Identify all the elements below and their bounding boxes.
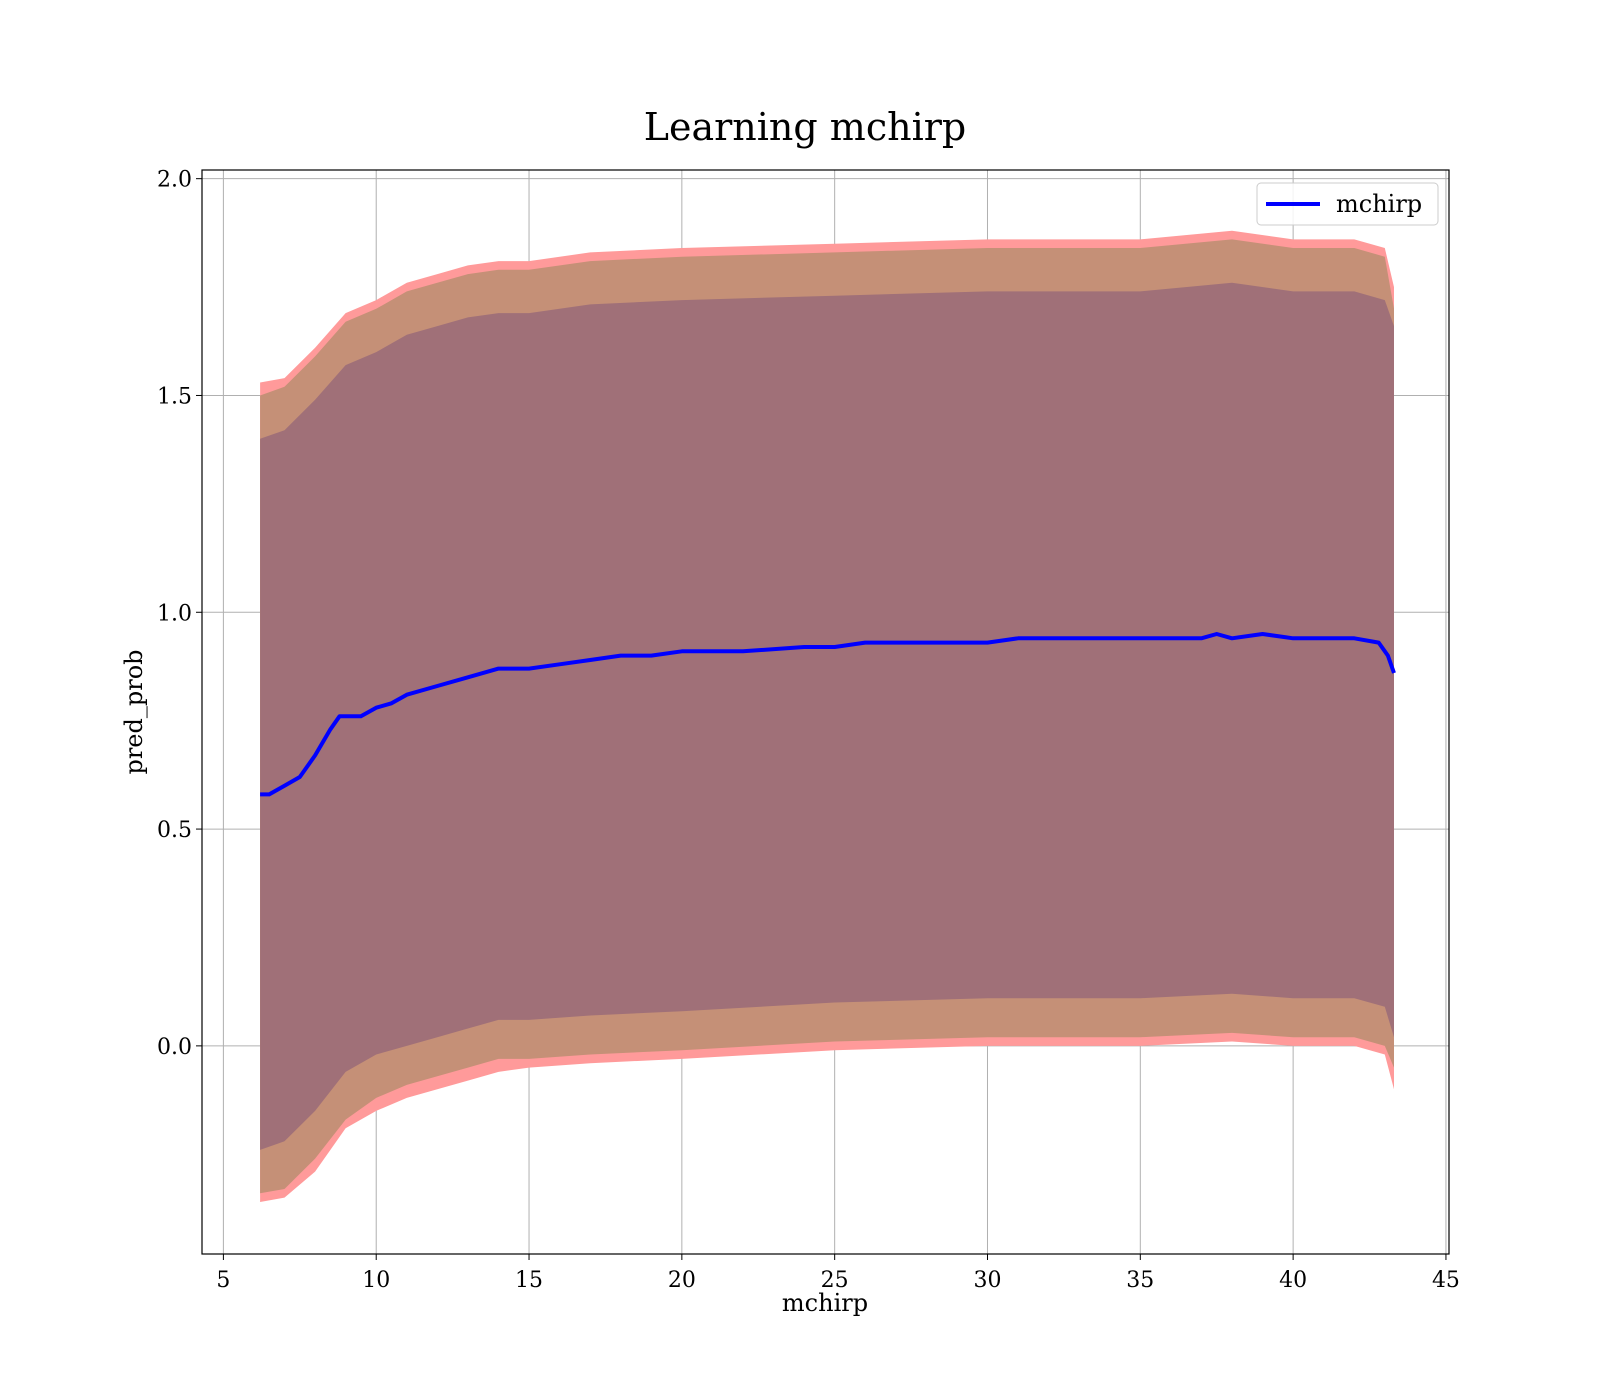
x-tick-label: 35 [1126,1268,1154,1293]
x-tick-label: 25 [821,1268,849,1293]
x-tick-label: 40 [1279,1268,1307,1293]
x-tick-label: 30 [973,1268,1001,1293]
y-tick-label: 0.0 [157,1035,192,1060]
legend: mchirp [1256,182,1439,226]
y-axis-label: pred_prob [120,649,148,774]
x-tick-label: 10 [362,1268,390,1293]
x-axis-label: mchirp [782,1289,868,1317]
y-axis-ticks: 0.0 0.5 1.0 1.5 2.0 [157,168,202,1060]
plot-frame [201,169,1450,1255]
x-tick-label: 20 [668,1268,696,1293]
series-line-mchirp [260,632,1396,797]
x-tick-label: 45 [1432,1268,1460,1293]
x-tick-label: 5 [216,1268,230,1293]
line-layer [260,632,1396,797]
band-layer [260,230,1395,1202]
x-axis-ticks: 5 10 15 20 25 30 35 40 45 [216,1254,1460,1293]
y-tick-label: 1.0 [157,601,192,626]
x-tick-label: 15 [515,1268,543,1293]
y-tick-label: 2.0 [157,168,192,193]
y-tick-label: 1.5 [157,384,192,409]
legend-box [1256,182,1439,226]
legend-entry-mchirp: mchirp [1336,190,1422,218]
y-tick-label: 0.5 [157,818,192,843]
chart-title: Learning mchirp [644,105,966,149]
band-inner [260,282,1395,1150]
